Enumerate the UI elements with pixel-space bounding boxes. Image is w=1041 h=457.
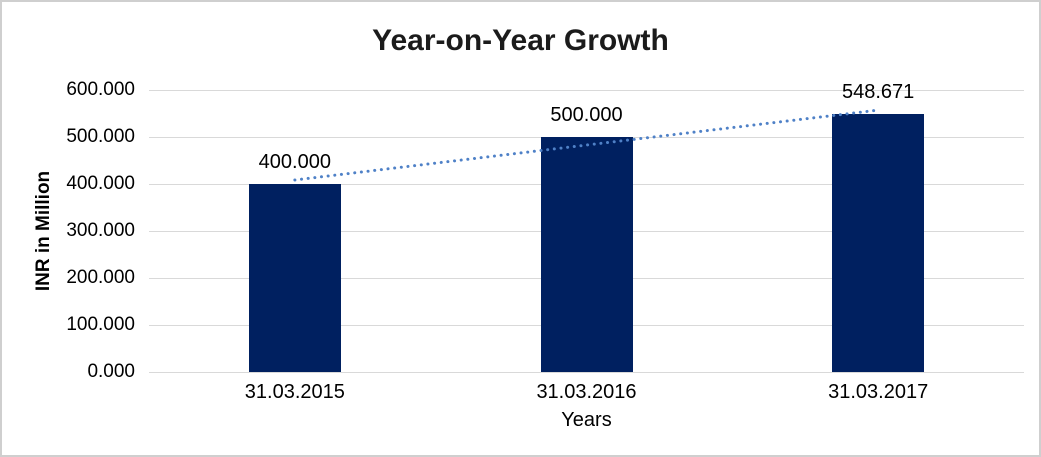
y-tick-label: 100.000 <box>66 314 135 335</box>
data-label: 400.000 <box>258 151 331 173</box>
y-tick-label: 300.000 <box>66 220 135 241</box>
y-tick-label: 500.000 <box>66 126 135 147</box>
bar-31.03.2016 <box>540 137 633 372</box>
y-tick-label: 200.000 <box>66 267 135 288</box>
data-label: 548.671 <box>842 81 915 104</box>
x-axis-line <box>149 371 1024 373</box>
y-tick-label: 400.000 <box>66 173 135 194</box>
x-tick-label: 31.03.2017 <box>828 381 929 403</box>
y-tick-label: 0.000 <box>87 361 135 382</box>
gridline <box>149 89 1024 91</box>
x-tick-label: 31.03.2015 <box>244 381 345 403</box>
data-label: 500.000 <box>550 104 623 126</box>
x-tick-label: 31.03.2016 <box>536 381 637 403</box>
chart-title: Year-on-Year Growth <box>372 24 669 57</box>
bar-31.03.2015 <box>248 184 341 372</box>
x-axis-title: Years <box>561 409 612 431</box>
bar-31.03.2017 <box>832 114 925 372</box>
y-tick-label: 600.000 <box>66 79 135 100</box>
